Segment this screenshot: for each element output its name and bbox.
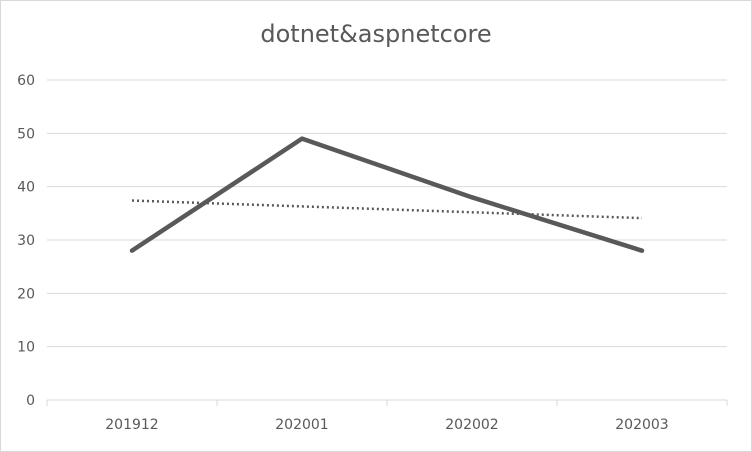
y-tick-label: 20: [17, 286, 35, 302]
x-tick-label: 202001: [275, 417, 328, 433]
data-point: [301, 138, 303, 140]
data-point: [471, 196, 473, 198]
data-point: [131, 250, 133, 252]
y-tick-label: 30: [17, 233, 35, 249]
y-tick-label: 50: [17, 126, 35, 142]
trendline: [131, 199, 643, 220]
x-tick-label: 201912: [105, 417, 158, 433]
x-tick-label: 202003: [615, 417, 668, 433]
x-tick-label: 202002: [445, 417, 498, 433]
y-tick-label: 10: [17, 340, 35, 356]
chart-title: dotnet&aspnetcore: [260, 20, 492, 48]
y-tick-label: 0: [26, 393, 35, 409]
y-tick-label: 40: [17, 180, 35, 196]
data-point: [641, 250, 643, 252]
y-tick-label: 60: [17, 73, 35, 89]
series-line: [129, 136, 645, 253]
